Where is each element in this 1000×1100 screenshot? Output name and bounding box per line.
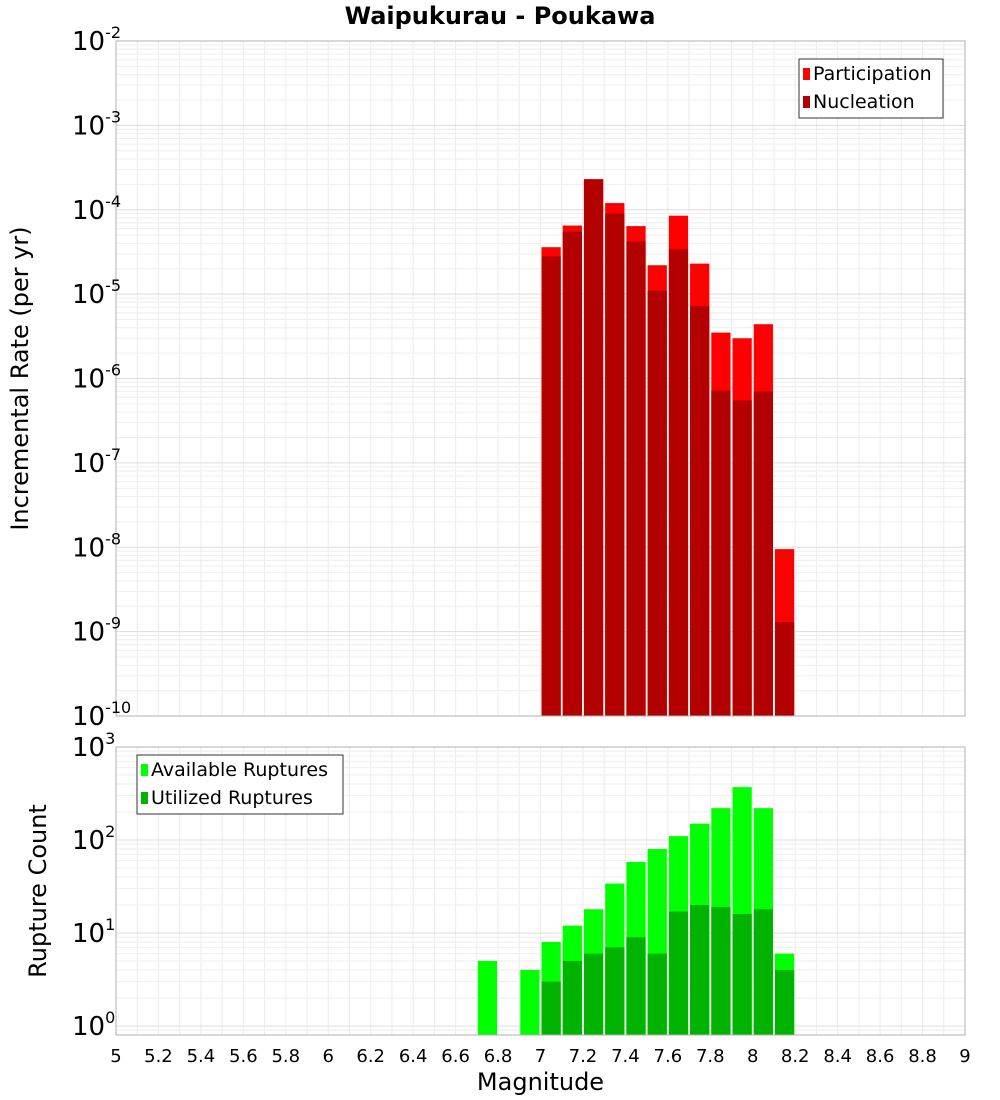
bar-count-s1-5 (647, 953, 667, 1035)
legend-swatch-rate-1 (803, 96, 810, 108)
chart-title: Waipukurau - Poukawa (345, 2, 656, 30)
bar-rate-s1-9 (732, 400, 752, 716)
bar-rate-s1-5 (647, 290, 667, 716)
x-tick-label: 7.2 (569, 1046, 598, 1067)
y-tick-label: 10-7 (72, 445, 121, 479)
y-tick-label: 10-4 (72, 192, 121, 226)
bar-count-s1-4 (626, 937, 646, 1035)
y-tick-label: 102 (72, 822, 115, 856)
x-tick-label: 8 (747, 1046, 758, 1067)
bar-count-s1-0 (541, 981, 561, 1035)
legend-swatch-rate-0 (803, 68, 810, 80)
x-tick-label: 6.4 (399, 1046, 428, 1067)
bar-rate-s1-0 (541, 256, 561, 716)
y-axis-label-count: Rupture Count (24, 804, 52, 978)
x-tick-label: 8.2 (781, 1046, 810, 1067)
x-tick-label: 9 (959, 1046, 970, 1067)
legend-label-count-0: Available Ruptures (151, 759, 328, 781)
bar-count-s1-9 (732, 914, 752, 1035)
bar-count-s1-1 (562, 960, 582, 1035)
bar-rate-s1-6 (668, 249, 689, 716)
y-tick-label: 101 (72, 915, 115, 949)
bar-count-s1-3 (605, 947, 625, 1035)
legend-swatch-count-0 (141, 764, 148, 776)
x-tick-label: 6 (323, 1046, 334, 1067)
x-tick-label: 5.6 (229, 1046, 258, 1067)
x-tick-label: 8.6 (866, 1046, 895, 1067)
x-tick-label: 5.2 (144, 1046, 173, 1067)
y-tick-label: 10-9 (72, 614, 121, 648)
x-tick-label: 7.8 (696, 1046, 725, 1067)
bar-count-s1-2 (583, 953, 604, 1035)
bar-rate-s1-11 (774, 622, 795, 716)
legend-box-count (136, 754, 344, 815)
x-tick-label: 5.4 (187, 1046, 216, 1067)
x-tick-label: 7 (535, 1046, 546, 1067)
x-tick-label: 6.6 (441, 1046, 470, 1067)
bar-count-s1-6 (668, 911, 689, 1035)
x-tick-label: 8.4 (823, 1046, 852, 1067)
x-tick-label: 5.8 (271, 1046, 300, 1067)
legend-label-rate-1: Nucleation (813, 91, 915, 113)
x-tick-label: 7.4 (611, 1046, 640, 1067)
y-tick-label: 103 (72, 729, 115, 763)
bar-rate-s1-8 (711, 390, 731, 716)
plot-border-count (115, 746, 966, 1036)
y-tick-label: 10-5 (72, 276, 121, 310)
x-tick-label: 5 (110, 1046, 121, 1067)
y-axis-label-rate: Incremental Rate (per yr) (6, 226, 34, 530)
bar-count-s1-7 (690, 904, 710, 1035)
y-tick-label: 10-6 (72, 361, 121, 395)
bar-rate-s1-2 (583, 179, 604, 716)
bar-count-s1-10 (753, 909, 773, 1035)
bar-count-s0-1 (520, 969, 540, 1035)
x-tick-label: 7.6 (654, 1046, 683, 1067)
x-tick-label: 6.8 (484, 1046, 513, 1067)
y-tick-label: 10-10 (72, 698, 131, 732)
bar-count-s1-8 (711, 907, 731, 1035)
plot-border-rate (115, 40, 966, 717)
bar-rate-s1-4 (626, 241, 646, 717)
bar-rate-s1-7 (690, 306, 710, 716)
legend-label-rate-0: Participation (813, 63, 932, 85)
bar-rate-s1-3 (605, 213, 625, 717)
bar-count-s0-0 (477, 960, 498, 1035)
legend-label-count-1: Utilized Ruptures (151, 787, 313, 809)
legend-box-rate (798, 58, 944, 119)
y-tick-label: 10-2 (72, 23, 121, 57)
x-tick-label: 8.8 (908, 1046, 937, 1067)
y-tick-label: 10-3 (72, 107, 121, 141)
x-axis-label: Magnitude (477, 1068, 604, 1096)
bar-count-s1-11 (774, 969, 795, 1035)
y-tick-label: 10-8 (72, 529, 121, 563)
bar-rate-s1-1 (562, 231, 582, 716)
legend-swatch-count-1 (141, 792, 148, 804)
y-tick-label: 100 (72, 1008, 115, 1042)
x-tick-label: 6.2 (356, 1046, 385, 1067)
bar-rate-s1-10 (753, 391, 773, 716)
